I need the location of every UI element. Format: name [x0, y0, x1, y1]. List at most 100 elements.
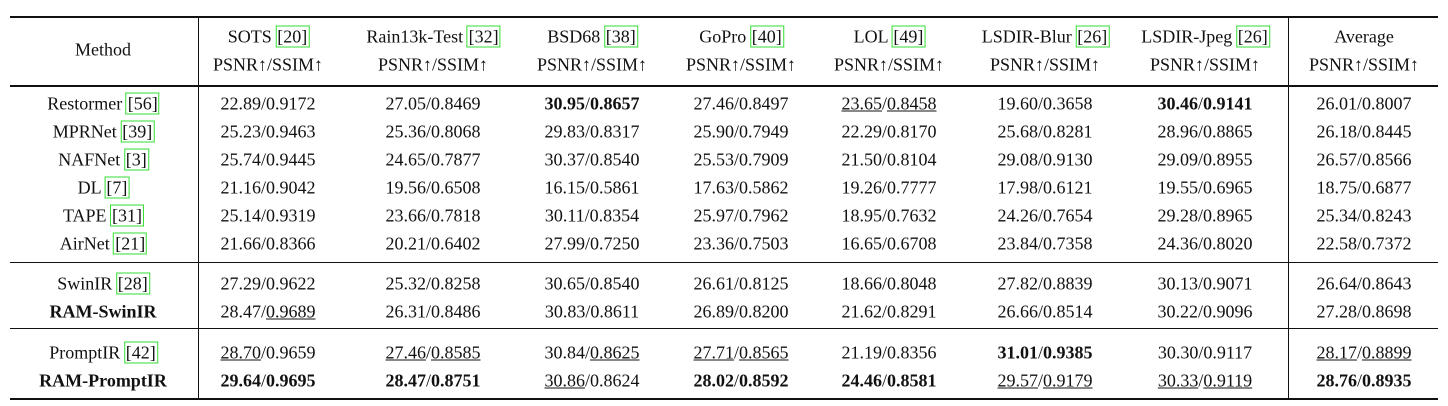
separator: / — [260, 342, 267, 363]
ssim: 0.8581 — [887, 370, 937, 391]
separator: / — [1037, 301, 1044, 322]
psnr: 26.66 — [997, 301, 1038, 322]
metric-cell: 25.14/0.9319 — [220, 206, 315, 227]
metric-cell: 24.26/0.7654 — [997, 206, 1092, 227]
psnr: 26.01 — [1316, 93, 1357, 114]
psnr: 28.76 — [1316, 370, 1357, 391]
separator: / — [1197, 177, 1204, 198]
metric-cell: 25.23/0.9463 — [220, 122, 315, 143]
metric-cell: 27.28/0.8698 — [1316, 302, 1411, 323]
separator: / — [1198, 342, 1204, 363]
psnr: 26.64 — [1316, 273, 1357, 294]
ssim: 0.8469 — [431, 93, 481, 114]
psnr: 28.47 — [220, 301, 261, 322]
ssim: 0.8540 — [590, 273, 640, 294]
separator: / — [733, 370, 740, 391]
method: RAM-PromptIR — [39, 370, 167, 391]
psnr: 29.09 — [1157, 149, 1198, 170]
metric-cell: 25.32/0.8258 — [385, 274, 480, 295]
metric-cell: 17.98/0.6121 — [997, 178, 1092, 199]
psnr: 23.36 — [693, 233, 734, 254]
separator: / — [260, 177, 267, 198]
separator: / — [733, 177, 740, 198]
psnr: 25.34 — [1316, 205, 1357, 226]
header-method: Method — [75, 39, 131, 60]
psnr: 27.28 — [1316, 301, 1357, 322]
metric-cell: 18.75/0.6877 — [1316, 178, 1411, 199]
separator: / — [425, 121, 432, 142]
header-dataset: LSDIR-Blur [26] — [981, 25, 1110, 48]
ssim: 0.8258 — [431, 273, 481, 294]
psnr: 22.29 — [841, 121, 882, 142]
ssim: 0.8068 — [431, 121, 481, 142]
metric-cell: 25.53/0.7909 — [693, 150, 788, 171]
ssim: 0.5861 — [590, 177, 640, 198]
rule — [10, 328, 1438, 329]
ssim: 0.8486 — [431, 301, 481, 322]
dataset-name: SOTS — [227, 26, 272, 47]
metric-cell: 26.18/0.8445 — [1316, 122, 1411, 143]
metric-cell: 26.61/0.8125 — [693, 274, 788, 295]
ssim: 0.8291 — [887, 301, 937, 322]
header-metric: PSNR↑/SSIM↑ — [536, 54, 648, 75]
separator: / — [881, 149, 888, 170]
ssim: 0.9172 — [266, 93, 316, 114]
psnr: 25.97 — [693, 205, 734, 226]
citation: [20] — [275, 25, 310, 48]
metric-cell: 19.55/0.6965 — [1157, 178, 1252, 199]
separator: / — [1197, 205, 1204, 226]
psnr: 19.55 — [1157, 177, 1198, 198]
metric-cell: 27.05/0.8469 — [385, 94, 480, 115]
ssim: 0.8007 — [1362, 93, 1412, 114]
separator: / — [1037, 233, 1044, 254]
ssim: 0.7818 — [431, 205, 481, 226]
psnr: 21.19 — [841, 342, 882, 363]
metric-cell: 30.84/0.8625 — [544, 343, 639, 364]
separator: / — [733, 205, 740, 226]
citation: [26] — [1235, 25, 1270, 48]
metric-cell: 27.82/0.8839 — [997, 274, 1092, 295]
rule — [10, 398, 1438, 400]
ssim: 0.8565 — [739, 342, 789, 363]
ssim: 0.9117 — [1203, 342, 1253, 363]
ssim: 0.8585 — [431, 342, 481, 363]
metric-cell: 29.57/0.9179 — [997, 371, 1092, 392]
metric-cell: 30.86/0.8624 — [544, 371, 639, 392]
method: SwinIR — [57, 273, 113, 294]
method-name: AirNet [21] — [60, 232, 148, 255]
psnr: 30.86 — [544, 370, 585, 391]
metric-cell: 30.13/0.9071 — [1157, 274, 1252, 295]
metric-cell: 30.83/0.8611 — [545, 302, 639, 323]
ssim: 0.8865 — [1203, 121, 1253, 142]
ssim: 0.8540 — [590, 149, 640, 170]
header-metric: PSNR↑/SSIM↑ — [212, 54, 324, 75]
psnr: 21.62 — [841, 301, 882, 322]
separator: / — [1356, 370, 1363, 391]
column-divider — [1288, 17, 1289, 399]
column-divider — [198, 17, 199, 399]
method-name: PromptIR [42] — [49, 341, 158, 364]
separator: / — [585, 301, 591, 322]
psnr: 26.18 — [1316, 121, 1357, 142]
separator: / — [881, 205, 888, 226]
dataset-name: LSDIR-Blur — [981, 26, 1072, 47]
separator: / — [733, 121, 740, 142]
ssim: 0.9119 — [1203, 370, 1253, 391]
separator: / — [1037, 273, 1044, 294]
psnr: 18.66 — [841, 273, 882, 294]
header-dataset: GoPro [40] — [699, 25, 784, 48]
metric-cell: 30.95/0.8657 — [544, 94, 639, 115]
ssim: 0.7250 — [590, 233, 640, 254]
metric-cell: 21.62/0.8291 — [841, 302, 936, 323]
separator: / — [425, 342, 432, 363]
separator: / — [1197, 149, 1204, 170]
header-metric: PSNR↑/SSIM↑ — [685, 54, 797, 75]
metric-cell: 30.37/0.8540 — [544, 150, 639, 171]
metric-cell: 27.46/0.8585 — [385, 343, 480, 364]
ssim: 0.6965 — [1203, 177, 1253, 198]
separator: / — [1356, 177, 1363, 198]
metric-cell: 28.47/0.9689 — [220, 302, 315, 323]
psnr: 28.96 — [1157, 121, 1198, 142]
separator: / — [1037, 93, 1044, 114]
ssim: 0.8356 — [887, 342, 937, 363]
